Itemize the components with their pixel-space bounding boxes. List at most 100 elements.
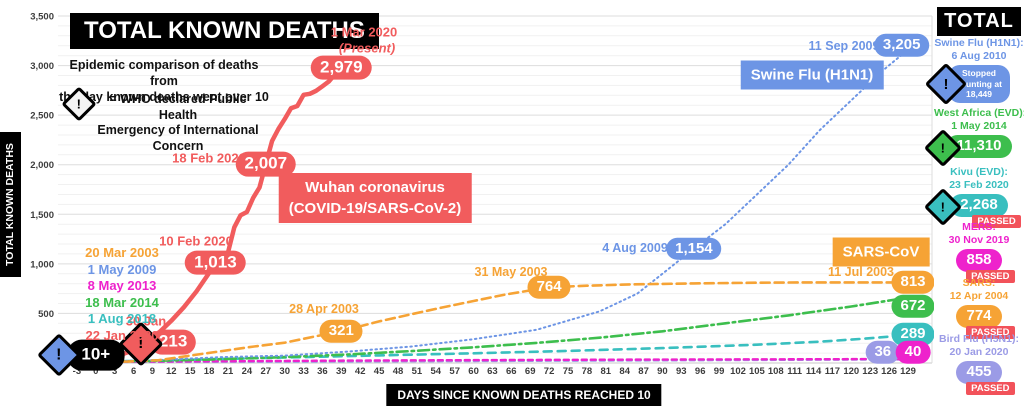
x-tick-label: 129 bbox=[900, 366, 916, 377]
total-item-pill-wrap: 11,310 bbox=[946, 135, 1012, 158]
series-line-swine bbox=[94, 48, 909, 363]
chart-subtitle-line2: the day known deaths went over 10 bbox=[59, 90, 269, 104]
total-item-date: 30 Nov 2019 bbox=[948, 234, 1010, 246]
x-tick-label: 9 bbox=[150, 366, 155, 377]
pheic-note: = WHO declared Public Health Emergency o… bbox=[92, 92, 264, 154]
total-item-bird-flu-h5n1: Bird Flu (H5N1): 20 Jan 2020 455 PASSED bbox=[934, 333, 1024, 395]
x-tick-label: 111 bbox=[787, 366, 803, 377]
total-item-mers: MERS: 30 Nov 2019 858 PASSED bbox=[934, 221, 1024, 283]
chart-title: TOTAL KNOWN DEATHS bbox=[70, 13, 379, 49]
x-tick-label: 69 bbox=[525, 366, 536, 377]
passed-badge: PASSED bbox=[972, 214, 1021, 228]
passed-badge: PASSED bbox=[966, 325, 1015, 339]
wuhan-label: Wuhan coronavirus (COVID-19/SARS-CoV-2) bbox=[278, 173, 472, 223]
value-pill-mers-end: 40 bbox=[895, 340, 931, 364]
x-tick-label: 117 bbox=[825, 366, 840, 377]
date-label-sars-31may-date: 31 May 2003 bbox=[474, 265, 548, 279]
total-item-value-pill: 2,268 bbox=[950, 194, 1008, 217]
chart-subtitle: Epidemic comparison of deaths from the d… bbox=[58, 57, 270, 105]
series-line-westafrica bbox=[94, 296, 910, 364]
series-line-mers bbox=[94, 357, 910, 363]
value-pill-wuhan-present: 2,979 bbox=[311, 55, 372, 81]
y-axis-title: TOTAL KNOWN DEATHS bbox=[0, 132, 21, 277]
x-tick-label: 24 bbox=[242, 366, 253, 377]
total-panel-title: TOTAL bbox=[937, 7, 1021, 36]
total-item-pill-wrap: 2,268 PASSED bbox=[950, 194, 1021, 228]
value-pill-sars-11jul: 813 bbox=[891, 271, 935, 294]
x-tick-label: 72 bbox=[544, 366, 555, 377]
total-item-kivu-evd: Kivu (EVD): 23 Feb 2020 2,268 PASSED! bbox=[923, 166, 1024, 228]
date-label-present-tag: (Present) bbox=[338, 40, 396, 56]
y-tick-label: 1,500 bbox=[30, 210, 54, 221]
total-item-pill-wrap: 774 PASSED bbox=[956, 305, 1015, 339]
x-tick-label: 105 bbox=[749, 366, 766, 377]
outbreak-start-dates: 20 Mar 2003 1 May 2009 8 May 2013 18 Mar 20… bbox=[57, 245, 187, 344]
x-tick-label: 102 bbox=[730, 366, 746, 377]
chart-subtitle-line1: Epidemic comparison of deaths from bbox=[69, 58, 259, 88]
total-item-date: 1 May 2014 bbox=[951, 120, 1007, 132]
x-tick-label: 48 bbox=[393, 366, 404, 377]
y-tick-label: 1,000 bbox=[30, 259, 54, 270]
x-tick-label: 63 bbox=[487, 366, 498, 377]
date-label-sars-11jul-date: 11 Jul 2003 bbox=[827, 265, 895, 279]
x-tick-label: 87 bbox=[638, 366, 649, 377]
x-tick-label: 126 bbox=[881, 366, 897, 377]
date-label-wuhan-10feb-date: 10 Feb 2020 bbox=[159, 233, 233, 249]
date-label-sars-28apr-date: 28 Apr 2003 bbox=[289, 302, 359, 316]
x-tick-label: 0 bbox=[93, 366, 98, 377]
x-tick-label: 114 bbox=[806, 366, 822, 377]
x-tick-label: 123 bbox=[862, 366, 878, 377]
series-line-sars bbox=[94, 281, 910, 364]
exclamation-icon: ! bbox=[940, 140, 946, 156]
y-tick-label: 2,000 bbox=[30, 160, 54, 171]
total-item-west-africa-evd: West Africa (EVD): 1 May 2014 11,310! bbox=[923, 107, 1024, 168]
total-item-pill-wrap: 858 PASSED bbox=[956, 249, 1015, 283]
start-date-label: 20 Mar 2003 bbox=[85, 245, 159, 260]
passed-badge: PASSED bbox=[966, 381, 1015, 395]
x-tick-label: 42 bbox=[355, 366, 366, 377]
x-tick-label: 18 bbox=[204, 366, 215, 377]
total-item-name: Bird Flu (H5N1): bbox=[939, 333, 1019, 345]
x-tick-label: 57 bbox=[449, 366, 460, 377]
total-panel: TOTAL Swine Flu (H1N1): 6 Aug 2010 Stopped… bbox=[923, 0, 1024, 409]
x-tick-label: 75 bbox=[563, 366, 574, 377]
start-date-label: 18 Mar 2014 bbox=[85, 294, 159, 310]
x-tick-label: 108 bbox=[768, 366, 784, 377]
y-tick-label: 3,500 bbox=[30, 12, 54, 23]
total-item-sars: SARS: 12 Apr 2004 774 PASSED bbox=[934, 277, 1024, 339]
total-item-value-pill: 455 bbox=[956, 361, 1002, 384]
total-item-pill-wrap: 455 PASSED bbox=[956, 361, 1015, 395]
start-date-label: 8 May 2013 bbox=[87, 278, 157, 293]
x-tick-label: 120 bbox=[843, 366, 859, 377]
x-tick-label: 90 bbox=[657, 366, 668, 377]
date-label-present-date: 1 Mar 2020 bbox=[330, 24, 398, 40]
total-item-date: 12 Apr 2004 bbox=[949, 290, 1009, 302]
value-pill-kivu-end: 289 bbox=[891, 323, 935, 346]
y-tick-label: 3,000 bbox=[30, 61, 54, 72]
x-tick-label: 21 bbox=[223, 366, 234, 377]
total-item-swine-flu-h1n1: Swine Flu (H1N1): 6 Aug 2010 Stopped counti… bbox=[924, 37, 1024, 106]
x-tick-label: 96 bbox=[695, 366, 706, 377]
total-item-value-pill: 774 bbox=[956, 305, 1002, 328]
x-tick-label: 66 bbox=[506, 366, 517, 377]
exclamation-icon: ! bbox=[940, 199, 946, 215]
exclamation-icon: ! bbox=[943, 75, 949, 93]
x-tick-label: 12 bbox=[166, 366, 177, 377]
value-pill-swine-11sep: 3,205 bbox=[873, 33, 930, 57]
total-item-name: Kivu (EVD): bbox=[950, 166, 1008, 178]
x-tick-label: 6 bbox=[131, 366, 136, 377]
x-tick-label: 27 bbox=[261, 366, 272, 377]
value-pill-sars-31may: 764 bbox=[527, 276, 571, 299]
total-item-value-pill: 11,310 bbox=[946, 135, 1012, 158]
total-item-date: 20 Jan 2020 bbox=[949, 346, 1009, 358]
value-pill-westafrica-end: 672 bbox=[891, 295, 935, 318]
pheic-note-line2: Emergency of International Concern bbox=[97, 123, 259, 153]
x-tick-label: 93 bbox=[676, 366, 687, 377]
value-pill-bird-end: 36 bbox=[865, 341, 901, 364]
y-tick-label: 2,500 bbox=[30, 111, 54, 122]
x-tick-label: 36 bbox=[317, 366, 328, 377]
date-label-swine-11sep-date: 11 Sep 2009 bbox=[808, 39, 880, 53]
total-item-value-pill: 858 bbox=[956, 249, 1002, 272]
date-label-wuhan-18feb-date: 18 Feb 2020 bbox=[172, 150, 246, 166]
